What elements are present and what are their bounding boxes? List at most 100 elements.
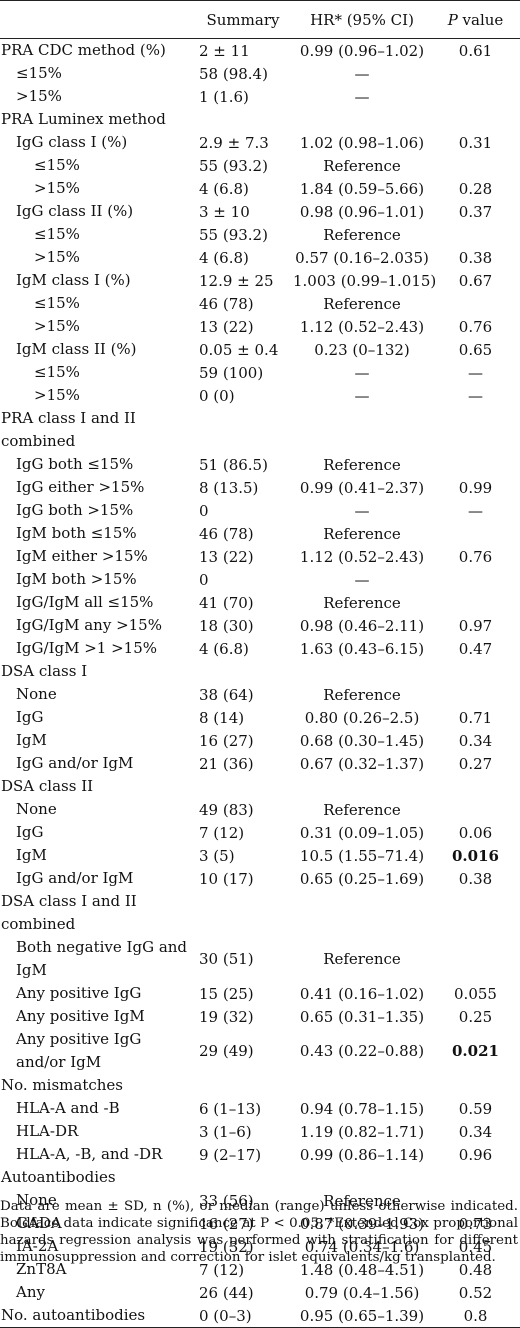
table-row: >15% 4 (6.8) 0.57 (0.16–2.035) 0.38 [0,246,520,269]
row-label: ≤15% [16,64,62,82]
row-label: None [16,800,57,818]
table-row: ≤15% 55 (93.2) Reference [0,223,520,246]
table-row: >15% 4 (6.8) 1.84 (0.59–5.66) 0.28 [0,177,520,200]
table-row: PRA class I and II combined [0,407,520,453]
row-hazard-ratio: 0.94 (0.78–1.15) [299,1099,425,1118]
row-hazard-ratio: — [354,501,370,520]
row-summary: 49 (83) [199,800,254,819]
header-p-italic: P [447,10,458,29]
table-row: HLA-A, -B, and -DR 9 (2–17) 0.99 (0.86–1.1… [0,1143,520,1166]
row-summary: 3 ± 10 [199,202,250,221]
table-row: IgG 7 (12) 0.31 (0.09–1.05) 0.06 [0,821,520,844]
table-row: Any positive IgG and/or IgM 29 (49) 0.43 (… [0,1028,520,1074]
row-p-value: 0.055 [454,984,497,1003]
table-row: IgM both ≤15% 46 (78) Reference [0,522,520,545]
row-label: IgM [16,846,47,864]
row-summary: 55 (93.2) [199,156,268,175]
table-row: IgG either >15% 8 (13.5) 0.99 (0.41–2.37) 0… [0,476,520,499]
row-summary: 0 (0–3) [199,1306,252,1325]
row-summary: 58 (98.4) [199,64,268,83]
table-row: None 33 (56) Reference [0,1189,520,1212]
row-p-value: 0.61 [458,41,493,60]
row-summary: 13 (22) [199,547,254,566]
row-p-value: 0.67 [458,271,493,290]
row-p-value [431,683,520,706]
row-hazard-ratio [293,775,431,798]
table-row: DSA class I [0,660,520,683]
row-hazard-ratio: 1.19 (0.82–1.71) [299,1122,425,1141]
row-summary: 30 (51) [199,950,254,968]
row-p-value: 0.76 [458,547,493,566]
row-summary: 51 (86.5) [199,455,268,474]
row-summary: 19 (32) [199,1007,254,1026]
row-hazard-ratio: 10.5 (1.55–71.4) [299,846,425,865]
table-row: GADA 16 (27) 0.87 (0.39–1.93) 0.73 [0,1212,520,1235]
row-hazard-ratio: 0.80 (0.26–2.5) [304,708,420,727]
row-p-value: 0.016 [452,846,499,865]
header-hr: HR* (95% CI) [293,0,431,39]
row-summary [193,407,293,453]
row-hazard-ratio: 0.74 (0.34–1.6) [304,1237,420,1256]
table-row: ZnT8A 7 (12) 1.48 (0.48–4.51) 0.48 [0,1258,520,1281]
row-label: Both negative IgG and IgM [16,938,188,979]
row-summary: 59 (100) [199,363,264,382]
row-label: ≤15% [34,294,80,312]
row-summary: 9 (2–17) [199,1145,262,1164]
row-summary: 29 (49) [199,1042,254,1060]
header-p-value: P value [431,0,520,39]
row-p-value [431,62,520,85]
row-p-value: 0.25 [458,1007,493,1026]
row-hazard-ratio: 0.99 (0.86–1.14) [299,1145,425,1164]
row-hazard-ratio: 1.48 (0.48–4.51) [299,1260,425,1279]
row-hazard-ratio: 1.12 (0.52–2.43) [299,547,425,566]
row-p-value [431,660,520,683]
row-summary [193,108,293,131]
row-label: None [16,1191,57,1209]
table-row: IgG and/or IgM 21 (36) 0.67 (0.32–1.37) 0.2… [0,752,520,775]
row-hazard-ratio: 0.98 (0.46–2.11) [299,616,425,635]
row-hazard-ratio: 0.98 (0.96–1.01) [299,202,425,221]
row-p-value [431,775,520,798]
table-row: >15% 0 (0) — — [0,384,520,407]
table-body: PRA CDC method (%) 2 ± 11 0.99 (0.96–1.02)… [0,39,520,1328]
table-row: HLA-A and -B 6 (1–13) 0.94 (0.78–1.15) 0.59 [0,1097,520,1120]
row-summary: 46 (78) [199,524,254,543]
row-summary: 55 (93.2) [199,225,268,244]
row-hazard-ratio: 0.99 (0.96–1.02) [299,41,425,60]
row-p-value [431,453,520,476]
row-hazard-ratio: Reference [323,294,401,313]
row-p-value [431,890,520,936]
row-label: IgG/IgM any >15% [16,616,162,634]
row-hazard-ratio: Reference [323,1191,401,1210]
row-hazard-ratio: 0.65 (0.25–1.69) [299,869,425,888]
row-hazard-ratio: 0.57 (0.16–2.035) [295,248,429,267]
row-p-value: — [468,501,483,520]
row-p-value [431,407,520,453]
table-row: IgG and/or IgM 10 (17) 0.65 (0.25–1.69) 0.3… [0,867,520,890]
row-hazard-ratio: — [354,363,370,382]
row-hazard-ratio: 0.43 (0.22–0.88) [299,1042,425,1060]
row-hazard-ratio: Reference [323,685,401,704]
table-row: IgM 3 (5) 10.5 (1.55–71.4) 0.016 [0,844,520,867]
row-label: IgG/IgM >1 >15% [16,639,158,657]
row-hazard-ratio [293,108,431,131]
table-row: No. autoantibodies 0 (0–3) 0.95 (0.65–1.39… [0,1304,520,1328]
row-p-value: — [468,386,483,405]
row-summary: 0.05 ± 0.4 [199,340,279,359]
row-label: IgM class I (%) [16,271,131,289]
row-p-value: 0.65 [458,340,493,359]
row-hazard-ratio: — [354,570,370,589]
row-hazard-ratio: — [354,87,370,106]
row-hazard-ratio: 1.63 (0.43–6.15) [299,639,425,658]
table-row: HLA-DR 3 (1–6) 1.19 (0.82–1.71) 0.34 [0,1120,520,1143]
row-p-value [431,798,520,821]
table-row: IgG both >15% 0 — — [0,499,520,522]
row-p-value [431,85,520,108]
row-hazard-ratio: Reference [323,455,401,474]
table-row: PRA Luminex method [0,108,520,131]
table-row: IgM class I (%) 12.9 ± 25 1.003 (0.99–1.01… [0,269,520,292]
row-label: ≤15% [34,156,80,174]
row-label: >15% [16,87,62,105]
row-label: IgG/IgM all ≤15% [16,593,154,611]
